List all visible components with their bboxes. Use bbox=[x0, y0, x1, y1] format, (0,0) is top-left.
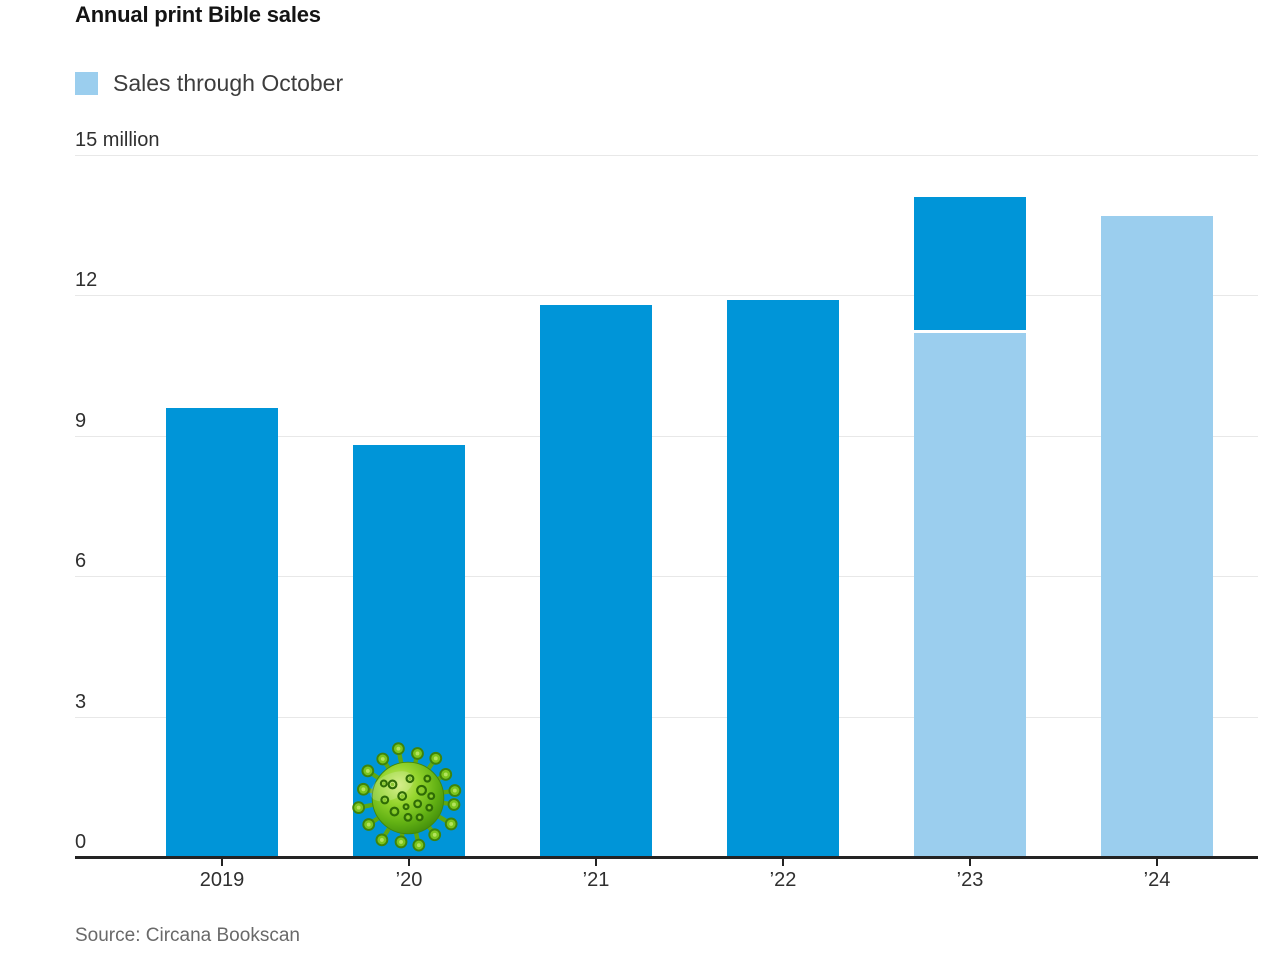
legend-label: Sales through October bbox=[113, 70, 344, 96]
gridline bbox=[75, 576, 1258, 578]
x-axis-tick bbox=[969, 858, 971, 866]
bar-21-full-year bbox=[540, 304, 652, 857]
x-axis-line bbox=[75, 856, 1258, 859]
x-axis-tick bbox=[221, 858, 223, 866]
x-axis-label-23: ’23 bbox=[956, 869, 984, 891]
y-axis-label: 9 bbox=[75, 409, 87, 432]
x-axis-label-22: ’22 bbox=[769, 869, 797, 891]
y-axis-label: 15 million bbox=[75, 129, 160, 151]
coronavirus-icon bbox=[348, 738, 468, 858]
y-axis-label: 6 bbox=[75, 550, 87, 573]
gridline bbox=[75, 716, 1258, 718]
x-axis-tick bbox=[1156, 858, 1158, 866]
chart-title: Annual print Bible sales bbox=[75, 2, 321, 27]
gridline bbox=[75, 435, 1258, 437]
gridline bbox=[75, 155, 1258, 156]
x-axis-label-20: ’20 bbox=[395, 869, 423, 891]
x-axis-label-24: ’24 bbox=[1143, 869, 1171, 891]
x-axis-tick bbox=[408, 858, 410, 866]
x-axis-label-2019: 2019 bbox=[199, 869, 245, 891]
y-axis-label: 0 bbox=[75, 831, 87, 853]
x-axis-tick bbox=[595, 858, 597, 866]
bar-22-full-year bbox=[727, 300, 839, 857]
x-axis-tick bbox=[782, 858, 784, 866]
legend-swatch-through-october bbox=[75, 72, 98, 95]
y-axis-label: 3 bbox=[75, 690, 87, 713]
source-note: Source: Circana Bookscan bbox=[75, 925, 300, 946]
bar-23-through-october bbox=[914, 329, 1026, 857]
y-axis-label: 12 bbox=[75, 269, 98, 292]
legend: Sales through October bbox=[75, 70, 343, 97]
x-axis-label-21: ’21 bbox=[582, 869, 610, 891]
gridline bbox=[75, 295, 1258, 297]
bar-24-through-october bbox=[1101, 215, 1213, 857]
bar-2019-full-year bbox=[166, 407, 278, 857]
